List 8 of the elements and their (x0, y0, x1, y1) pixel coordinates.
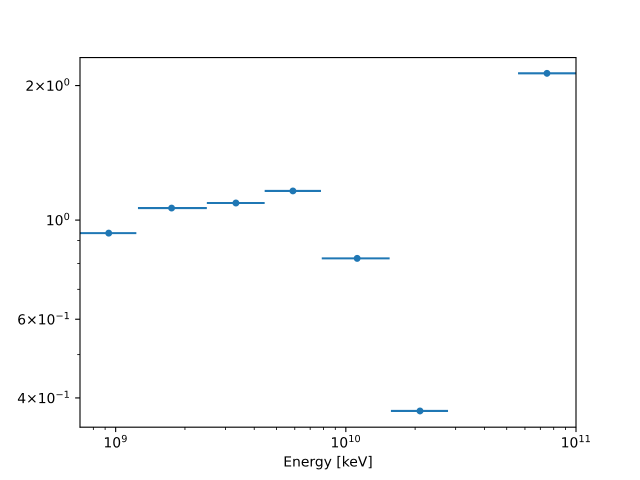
y-tick-label: 10$^{0}$ (47, 212, 70, 226)
x-tick-label: 10$^{10}$ (332, 434, 360, 448)
y-tick-label: 6×10$^{−1}$ (18, 312, 69, 325)
y-tick-label: 2×10$^{0}$ (26, 78, 70, 91)
x-axis-title: Energy [keV] (284, 456, 372, 470)
x-tick-label: 10$^{11}$ (562, 434, 590, 448)
y-tick-label: 4×10$^{−1}$ (18, 390, 69, 404)
x-tick-label: 10$^{9}$ (104, 434, 127, 448)
